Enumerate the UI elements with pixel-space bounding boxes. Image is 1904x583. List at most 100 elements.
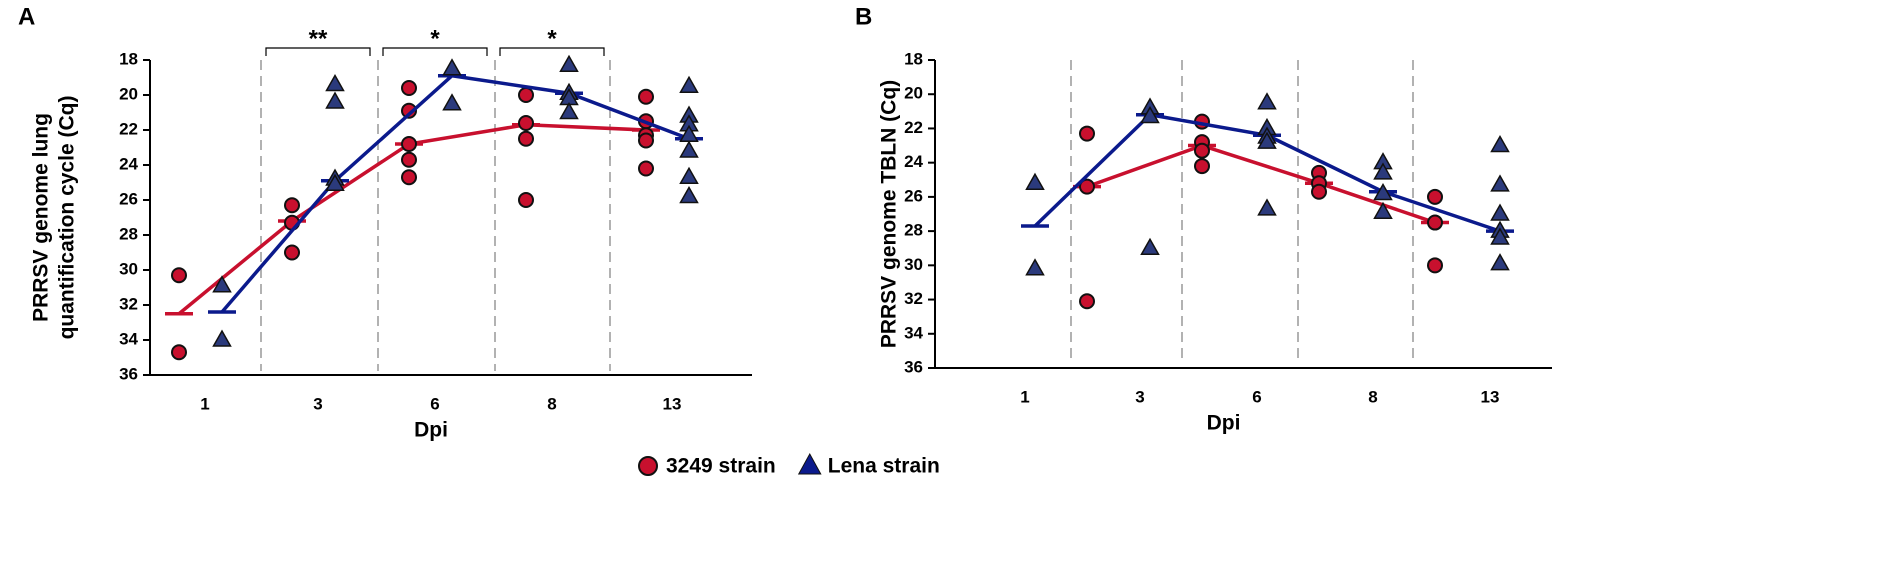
point — [1373, 182, 1393, 201]
point — [1373, 201, 1393, 220]
x-tick-label: 13 — [663, 394, 682, 413]
point — [559, 101, 579, 120]
y-tick-label: 18 — [904, 49, 923, 68]
point — [518, 192, 534, 208]
point — [401, 169, 417, 186]
significance-bracket — [382, 47, 488, 56]
point — [1490, 227, 1510, 245]
x-tick-label: 6 — [1252, 387, 1261, 406]
point — [679, 140, 699, 158]
point — [1311, 183, 1327, 200]
point — [1194, 142, 1210, 159]
point — [284, 244, 300, 261]
x-tick-label: 1 — [1020, 387, 1029, 406]
point — [1257, 131, 1277, 149]
x-axis-label: Dpi — [1207, 412, 1241, 435]
point — [1427, 214, 1443, 231]
y-tick-label: 28 — [119, 224, 138, 243]
y-tick-label: 26 — [119, 189, 138, 208]
y-tick-label: 26 — [904, 186, 923, 205]
y-tick-label: 32 — [904, 289, 923, 308]
point — [1079, 125, 1095, 142]
y-axis-label: PRRSV genome TBLN (Cq) — [878, 80, 901, 348]
panel-label: A — [18, 3, 35, 30]
x-tick-label: 8 — [1368, 387, 1377, 406]
point — [638, 88, 654, 105]
point — [1140, 237, 1160, 255]
panel-label: B — [855, 3, 872, 30]
point — [1490, 135, 1510, 153]
y-tick-label: 34 — [904, 323, 923, 342]
point — [1427, 188, 1443, 205]
x-tick-label: 8 — [547, 394, 556, 413]
y-tick-label: 24 — [904, 152, 923, 171]
y-tick-label: 34 — [119, 329, 138, 348]
point — [325, 91, 345, 109]
point — [1490, 174, 1510, 192]
point — [638, 160, 654, 177]
mean-line — [220, 73, 690, 314]
y-tick-label: 36 — [904, 357, 923, 376]
point — [679, 75, 699, 93]
legend-label: Lena strain — [828, 455, 940, 478]
point — [212, 275, 232, 293]
point — [401, 151, 417, 168]
significance-label: * — [547, 25, 557, 52]
legend-marker — [797, 452, 822, 475]
point — [679, 166, 699, 184]
significance-bracket — [265, 47, 371, 56]
y-tick-label: 32 — [119, 294, 138, 313]
point — [1194, 158, 1210, 175]
point — [1427, 257, 1443, 274]
point — [442, 58, 462, 76]
point — [1025, 258, 1045, 276]
point — [401, 102, 417, 119]
point — [325, 173, 345, 191]
point — [1490, 253, 1510, 271]
y-tick-label: 30 — [904, 255, 923, 274]
legend-label: 3249 strain — [666, 455, 776, 478]
x-tick-label: 3 — [1135, 387, 1144, 406]
x-axis-label: Dpi — [414, 419, 448, 442]
y-tick-label: 18 — [119, 49, 138, 68]
y-tick-label: 36 — [119, 364, 138, 383]
y-tick-label: 20 — [904, 84, 923, 103]
x-tick-label: 1 — [200, 394, 209, 413]
y-tick-label: 28 — [904, 221, 923, 240]
point — [325, 73, 345, 92]
y-axis-label: PRRSV genome lung — [30, 113, 53, 322]
point — [284, 197, 300, 214]
point — [518, 115, 534, 131]
point — [171, 267, 187, 284]
x-tick-label: 13 — [1481, 387, 1500, 406]
y-tick-label: 30 — [119, 259, 138, 278]
mean-line — [1086, 143, 1436, 225]
point — [1079, 293, 1095, 310]
point — [1257, 92, 1277, 110]
point — [1257, 198, 1277, 216]
x-tick-label: 6 — [430, 394, 439, 413]
point — [171, 344, 187, 361]
point — [1079, 178, 1095, 195]
point — [518, 130, 534, 147]
significance-label: ** — [309, 25, 328, 52]
point — [638, 132, 654, 149]
point — [559, 54, 579, 72]
point — [1140, 105, 1160, 124]
x-tick-label: 3 — [313, 394, 322, 413]
y-tick-label: 22 — [904, 118, 923, 137]
point — [1373, 162, 1393, 180]
point — [401, 80, 417, 96]
point — [442, 93, 462, 111]
y-tick-label: 22 — [119, 119, 138, 138]
point — [1490, 203, 1510, 221]
significance-label: * — [430, 25, 440, 52]
point — [1025, 172, 1045, 190]
point — [401, 136, 417, 152]
point — [679, 185, 699, 204]
point — [212, 329, 232, 347]
y-tick-label: 24 — [119, 154, 138, 173]
legend-marker — [638, 456, 658, 476]
y-tick-label: 20 — [119, 84, 138, 103]
